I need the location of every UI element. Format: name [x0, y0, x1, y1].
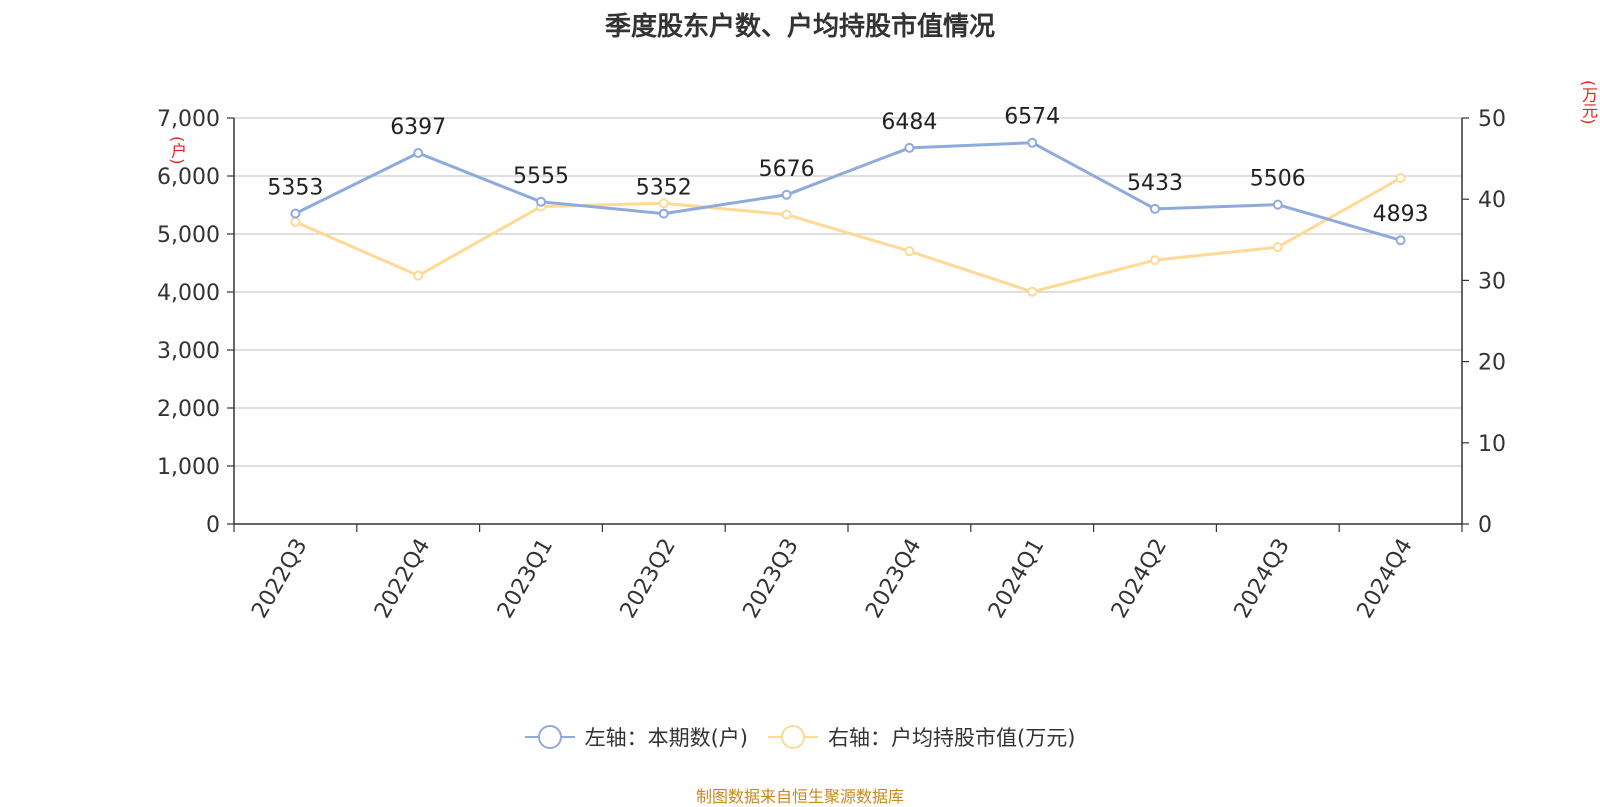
left-tick-label: 7,000 [157, 107, 220, 132]
right-tick-label: 30 [1478, 269, 1506, 294]
right-series-point [781, 209, 792, 220]
data-label: 5353 [267, 176, 323, 201]
left-series-point [290, 208, 301, 219]
x-tick-label: 2024Q2 [1107, 535, 1172, 623]
x-tick-label: 2023Q3 [738, 535, 803, 623]
x-tick-label: 2022Q4 [370, 535, 435, 623]
left-tick-label: 2,000 [157, 397, 220, 422]
right-series-point [658, 198, 669, 209]
x-tick-label: 2024Q1 [984, 535, 1049, 623]
x-tick-label: 2024Q3 [1230, 535, 1295, 623]
data-label: 6574 [1004, 105, 1060, 130]
left-tick-label: 4,000 [157, 281, 220, 306]
data-label: 5555 [513, 164, 569, 189]
left-series-point [1027, 137, 1038, 148]
source-note: 制图数据来自恒生聚源数据库 [695, 787, 904, 806]
data-label: 5433 [1127, 171, 1183, 196]
chart-title: 季度股东户数、户均持股市值情况 [604, 12, 995, 42]
legend: 左轴：本期数(户) 右轴：户均持股市值(万元) [0, 722, 1600, 752]
x-tick-label: 2024Q4 [1352, 535, 1417, 623]
left-series-point [413, 147, 424, 158]
right-tick-label: 40 [1478, 188, 1506, 213]
series [290, 137, 1406, 297]
x-tick-label: 2022Q3 [247, 535, 312, 623]
right-series-line [294, 176, 1402, 294]
right-series-point [413, 270, 424, 281]
left-series-point [904, 142, 915, 153]
data-label: 5506 [1250, 167, 1306, 192]
left-tick-label: 3,000 [157, 339, 220, 364]
x-tick-label: 2023Q1 [493, 535, 558, 623]
data-labels: 5353 6397 5555 5352 5676 6484 6574 5433 5506 4893 [267, 105, 1428, 227]
data-label: 6397 [390, 115, 446, 140]
legend-swatch-right [768, 724, 818, 750]
right-series-point [1272, 242, 1283, 253]
left-tick-label: 6,000 [157, 165, 220, 190]
x-tick-label: 2023Q2 [616, 535, 681, 623]
left-series-point [1150, 203, 1160, 214]
left-axis-unit: (户) [168, 136, 187, 165]
data-label: 6484 [881, 110, 937, 135]
legend-label-right: 右轴：户均持股市值(万元) [828, 726, 1076, 750]
legend-item-right-series[interactable]: 右轴：户均持股市值(万元) [768, 722, 1075, 752]
left-tick-label: 0 [206, 513, 220, 538]
right-series-point [290, 216, 301, 227]
left-tick-label: 5,000 [157, 223, 220, 248]
right-axis-unit: (万元) [1579, 80, 1598, 125]
legend-item-left-series[interactable]: 左轴：本期数(户) [524, 722, 748, 752]
left-series-point [658, 208, 669, 219]
right-tick-label: 0 [1478, 513, 1492, 538]
data-label: 4893 [1373, 202, 1429, 227]
left-series-point [536, 196, 546, 207]
left-series-point [781, 189, 792, 200]
left-series-line [294, 141, 1402, 242]
right-series-point [904, 246, 915, 257]
left-series-point [1395, 235, 1406, 246]
x-tick-label: 2023Q4 [861, 535, 926, 623]
left-series-point [1272, 199, 1283, 210]
legend-swatch-left [524, 724, 575, 750]
left-tick-label: 1,000 [157, 455, 220, 480]
right-tick-label: 50 [1478, 107, 1506, 132]
legend-label-left: 左轴：本期数(户) [584, 726, 748, 750]
right-tick-label: 10 [1478, 432, 1506, 457]
right-series-point [1027, 286, 1038, 297]
grid-lines [234, 117, 1462, 467]
right-series-point [1150, 255, 1160, 266]
right-tick-label: 20 [1478, 351, 1506, 376]
data-label: 5676 [759, 157, 815, 182]
data-label: 5352 [636, 176, 692, 201]
right-series-point [1395, 173, 1406, 184]
